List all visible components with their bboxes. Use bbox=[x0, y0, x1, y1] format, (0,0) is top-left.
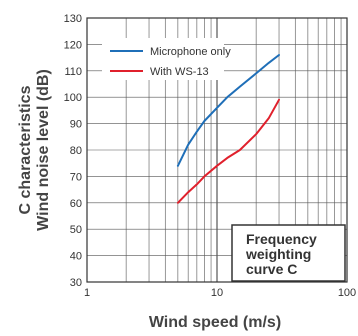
x-tick-label: 100 bbox=[338, 287, 356, 299]
annotation-line-2: weighting bbox=[245, 246, 311, 262]
annotation-line-3: curve C bbox=[246, 261, 297, 277]
y-tick-label: 70 bbox=[70, 171, 82, 183]
y-tick-label: 120 bbox=[64, 39, 82, 51]
y-tick-label: 30 bbox=[70, 277, 82, 289]
y-axis-title-line-2: Wind noise level (dB) bbox=[35, 69, 52, 231]
legend-label-with-ws-13: With WS-13 bbox=[150, 66, 209, 78]
legend-label-microphone-only: Microphone only bbox=[150, 46, 231, 58]
series-line-microphone-only bbox=[176, 54, 280, 167]
y-tick-label: 90 bbox=[70, 119, 82, 131]
y-tick-label: 60 bbox=[70, 198, 82, 210]
legend: Microphone only With WS-13 bbox=[102, 38, 231, 80]
y-tick-label: 40 bbox=[70, 251, 82, 263]
y-tick-labels: 30 40 50 60 70 80 90 100 110 120 130 bbox=[64, 13, 82, 289]
x-tick-label: 10 bbox=[211, 287, 223, 299]
series-layer bbox=[176, 54, 280, 204]
x-tick-label: 1 bbox=[84, 287, 90, 299]
y-tick-label: 80 bbox=[70, 145, 82, 157]
series-line-with-ws-13 bbox=[176, 98, 280, 204]
annotation-box-frame bbox=[231, 224, 346, 282]
y-tick-label: 130 bbox=[64, 13, 82, 25]
y-axis-title-line-1: C characteristics bbox=[17, 85, 34, 214]
legend-background bbox=[102, 38, 224, 80]
y-tick-label: 110 bbox=[64, 66, 82, 78]
y-tick-label: 50 bbox=[70, 224, 82, 236]
y-tick-label: 100 bbox=[64, 92, 82, 104]
annotation-line-1: Frequency bbox=[246, 231, 317, 247]
x-axis-title: Wind speed (m/s) bbox=[149, 314, 281, 331]
annotation-box: Frequency weighting curve C bbox=[231, 224, 346, 282]
plot-frame bbox=[86, 17, 348, 283]
x-tick-labels: 1 10 100 bbox=[84, 287, 356, 299]
